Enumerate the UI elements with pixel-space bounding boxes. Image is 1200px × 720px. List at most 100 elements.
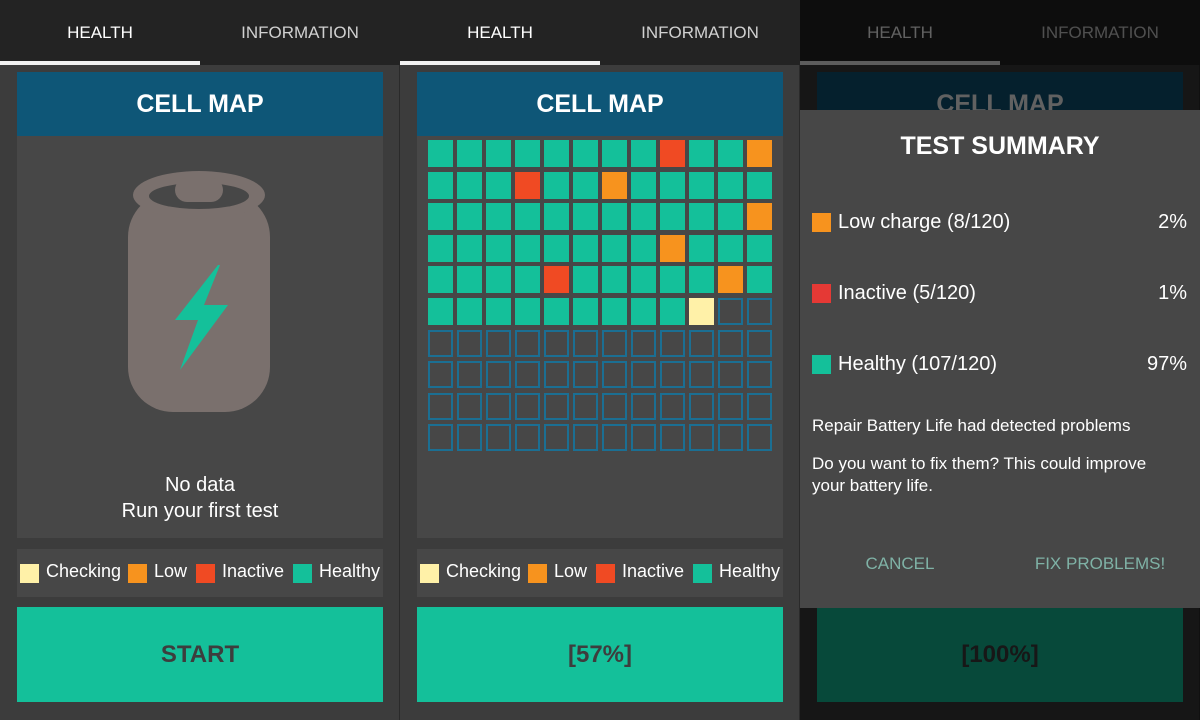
cell [573, 361, 598, 389]
dialog-action[interactable]: CANCEL [865, 554, 935, 573]
summary-swatch [812, 355, 831, 374]
tab[interactable]: HEALTH [67, 22, 133, 42]
tab[interactable]: INFORMATION [241, 22, 359, 42]
cell [631, 298, 656, 325]
cell [602, 203, 627, 231]
cell [486, 392, 511, 420]
cell [718, 171, 743, 199]
cell [689, 140, 714, 167]
cell [631, 266, 656, 294]
legend-swatch [293, 564, 312, 583]
cell [573, 392, 598, 420]
legend: Checking Low Inactive Healthy [17, 549, 383, 597]
cell [428, 140, 453, 167]
cell [689, 203, 714, 231]
message-line: No data [164, 474, 236, 496]
cell [718, 424, 743, 452]
cell [747, 424, 772, 452]
cell [486, 361, 511, 389]
dialog: TEST SUMMARY Low charge (8/120) 2% Inactive… [800, 110, 1200, 608]
cell [573, 298, 598, 325]
cell [515, 424, 540, 452]
cell [457, 424, 482, 452]
tab-indicator [400, 61, 600, 65]
summary-percent: 2% [1158, 211, 1187, 233]
cell [515, 266, 540, 294]
cell [573, 234, 598, 262]
cell [428, 266, 453, 294]
cell [602, 171, 627, 199]
cell [718, 298, 743, 325]
cell [515, 392, 540, 420]
cell [602, 361, 627, 389]
cell [689, 392, 714, 420]
cell [544, 392, 569, 420]
cell [457, 298, 482, 325]
cell [515, 171, 540, 199]
tab-indicator [0, 61, 200, 65]
legend: Checking Low Inactive Healthy [417, 549, 783, 597]
legend-label: Low [554, 561, 588, 581]
cell [428, 171, 453, 199]
cell [457, 203, 482, 231]
legend-label: Low [154, 561, 188, 581]
screen: HEALTH INFORMATION CELL MAP No data Run your… [0, 0, 400, 720]
cell [660, 424, 685, 452]
cell [747, 392, 772, 420]
cell [486, 329, 511, 357]
cell [631, 361, 656, 389]
cell [689, 266, 714, 294]
cell [631, 140, 656, 167]
summary-percent: 97% [1146, 353, 1187, 375]
cell [486, 424, 511, 452]
cell [689, 424, 714, 452]
card-header: CELL MAP [417, 72, 783, 136]
cell [515, 203, 540, 231]
legend-label: Inactive [622, 561, 685, 581]
cell [544, 203, 569, 231]
dialog-action[interactable]: FIX PROBLEMS! [1034, 554, 1166, 573]
summary-label: Healthy (107/120) [838, 353, 997, 375]
cell [689, 361, 714, 389]
summary-label: Inactive (5/120) [838, 282, 976, 304]
tab[interactable]: INFORMATION [641, 22, 759, 42]
cell [631, 203, 656, 231]
cell [544, 361, 569, 389]
cell [486, 234, 511, 262]
legend-label: Inactive [222, 561, 285, 581]
legend-label: Checking [446, 561, 522, 581]
cell [631, 424, 656, 452]
cell [544, 329, 569, 357]
legend-swatch [196, 564, 215, 583]
cell [747, 171, 772, 199]
action-button[interactable]: START [17, 607, 383, 702]
cell [428, 298, 453, 325]
cell [747, 329, 772, 357]
message-line: Run your first test [121, 500, 279, 522]
cell [515, 234, 540, 262]
cell [660, 171, 685, 199]
cell [602, 140, 627, 167]
tab[interactable]: HEALTH [467, 22, 533, 42]
tab-bar: HEALTH INFORMATION [400, 0, 800, 65]
cell [486, 140, 511, 167]
cell [515, 140, 540, 167]
cell [573, 203, 598, 231]
cell [660, 266, 685, 294]
cell [718, 140, 743, 167]
cell [660, 298, 685, 325]
cell [602, 329, 627, 357]
cell [689, 171, 714, 199]
cell [718, 329, 743, 357]
cell [747, 266, 772, 294]
cell [428, 392, 453, 420]
cell [515, 329, 540, 357]
legend-label: Healthy [319, 561, 381, 581]
cell [689, 234, 714, 262]
screen: HEALTH INFORMATION CELL MAP Checking Low Inac… [400, 0, 800, 720]
cell [544, 266, 569, 294]
action-button[interactable]: [57%] [417, 607, 783, 702]
cell [718, 361, 743, 389]
